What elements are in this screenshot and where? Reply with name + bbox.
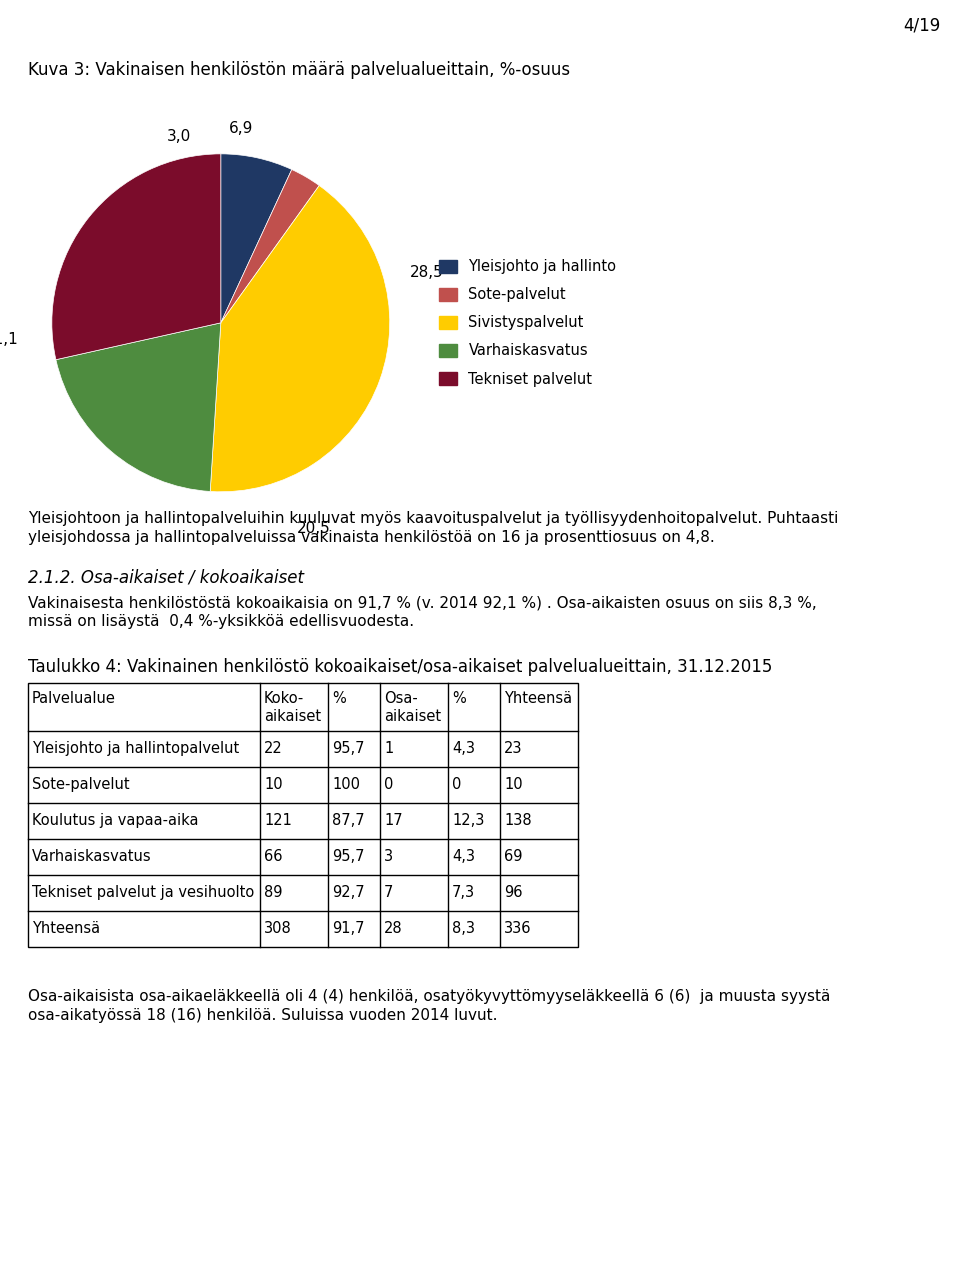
Wedge shape [210, 186, 390, 491]
Text: Yhteensä: Yhteensä [32, 920, 100, 936]
Text: %: % [452, 691, 466, 706]
Text: 336: 336 [504, 920, 532, 936]
Text: Palvelualue: Palvelualue [32, 691, 116, 706]
Text: 7: 7 [384, 885, 394, 900]
Text: 10: 10 [504, 777, 522, 793]
Text: 87,7: 87,7 [332, 813, 365, 828]
Text: 12,3: 12,3 [452, 813, 485, 828]
Text: 20,5: 20,5 [297, 522, 330, 537]
Text: 28,5: 28,5 [410, 265, 444, 280]
Text: 91,7: 91,7 [332, 920, 365, 936]
Text: Yleisjohto ja hallintopalvelut: Yleisjohto ja hallintopalvelut [32, 741, 239, 756]
Bar [28, 682, 578, 947]
Text: 308: 308 [264, 920, 292, 936]
Text: aikaiset: aikaiset [264, 709, 322, 724]
Text: 28: 28 [384, 920, 402, 936]
Text: 92,7: 92,7 [332, 885, 365, 900]
Text: 7,3: 7,3 [452, 885, 475, 900]
Legend: Yleisjohto ja hallinto, Sote-palvelut, Sivistyspalvelut, Varhaiskasvatus, Teknis: Yleisjohto ja hallinto, Sote-palvelut, S… [440, 260, 616, 386]
Text: 69: 69 [504, 849, 522, 863]
Text: Osa-: Osa- [384, 691, 418, 706]
Text: Yhteensä: Yhteensä [504, 691, 572, 706]
Text: Vakinaisesta henkilöstöstä kokoaikaisia on 91,7 % (v. 2014 92,1 %) . Osa-aikaist: Vakinaisesta henkilöstöstä kokoaikaisia … [28, 595, 817, 610]
Text: 4,3: 4,3 [452, 849, 475, 863]
Text: 95,7: 95,7 [332, 849, 365, 863]
Text: 41,1: 41,1 [0, 332, 18, 347]
Text: Koko-: Koko- [264, 691, 304, 706]
Text: 17: 17 [384, 813, 402, 828]
Text: 3: 3 [384, 849, 394, 863]
Text: Varhaiskasvatus: Varhaiskasvatus [32, 849, 152, 863]
Wedge shape [221, 154, 292, 323]
Wedge shape [52, 154, 221, 360]
Text: 10: 10 [264, 777, 282, 793]
Text: Tekniset palvelut ja vesihuolto: Tekniset palvelut ja vesihuolto [32, 885, 254, 900]
Text: missä on lisäystä  0,4 %-yksikköä edellisvuodesta.: missä on lisäystä 0,4 %-yksikköä edellis… [28, 614, 414, 629]
Text: 22: 22 [264, 741, 283, 756]
Text: 4,3: 4,3 [452, 741, 475, 756]
Text: 2.1.2. Osa-aikaiset / kokoaikaiset: 2.1.2. Osa-aikaiset / kokoaikaiset [28, 568, 304, 586]
Text: Koulutus ja vapaa-aika: Koulutus ja vapaa-aika [32, 813, 199, 828]
Text: 6,9: 6,9 [228, 122, 253, 135]
Text: 8,3: 8,3 [452, 920, 475, 936]
Text: 89: 89 [264, 885, 282, 900]
Text: 0: 0 [452, 777, 462, 793]
Text: Sote-palvelut: Sote-palvelut [32, 777, 130, 793]
Text: 138: 138 [504, 813, 532, 828]
Text: 96: 96 [504, 885, 522, 900]
Text: Yleisjohtoon ja hallintopalveluihin kuuluvat myös kaavoituspalvelut ja työllisyy: Yleisjohtoon ja hallintopalveluihin kuul… [28, 511, 838, 525]
Wedge shape [221, 170, 320, 323]
Text: aikaiset: aikaiset [384, 709, 442, 724]
Text: 0: 0 [384, 777, 394, 793]
Text: Osa-aikaisista osa-aikaeläkkeellä oli 4 (4) henkilöä, osatyökyvyttömyyseläkkeell: Osa-aikaisista osa-aikaeläkkeellä oli 4 … [28, 989, 830, 1004]
Text: %: % [332, 691, 346, 706]
Text: 4/19: 4/19 [902, 16, 940, 34]
Text: 66: 66 [264, 849, 282, 863]
Text: 1: 1 [384, 741, 394, 756]
Text: 95,7: 95,7 [332, 741, 365, 756]
Text: 121: 121 [264, 813, 292, 828]
Wedge shape [56, 323, 221, 491]
Text: Kuva 3: Vakinaisen henkilöstön määrä palvelualueittain, %-osuus: Kuva 3: Vakinaisen henkilöstön määrä pal… [28, 61, 570, 78]
Text: osa-aikatyössä 18 (16) henkilöä. Suluissa vuoden 2014 luvut.: osa-aikatyössä 18 (16) henkilöä. Suluiss… [28, 1008, 497, 1023]
Text: Taulukko 4: Vakinainen henkilöstö kokoaikaiset/osa-aikaiset palvelualueittain, 3: Taulukko 4: Vakinainen henkilöstö kokoai… [28, 658, 773, 676]
Text: yleisjohdossa ja hallintopalveluissa vakinaista henkilöstöä on 16 ja prosenttios: yleisjohdossa ja hallintopalveluissa vak… [28, 530, 715, 544]
Text: 23: 23 [504, 741, 522, 756]
Text: 100: 100 [332, 777, 360, 793]
Text: 3,0: 3,0 [166, 129, 191, 144]
